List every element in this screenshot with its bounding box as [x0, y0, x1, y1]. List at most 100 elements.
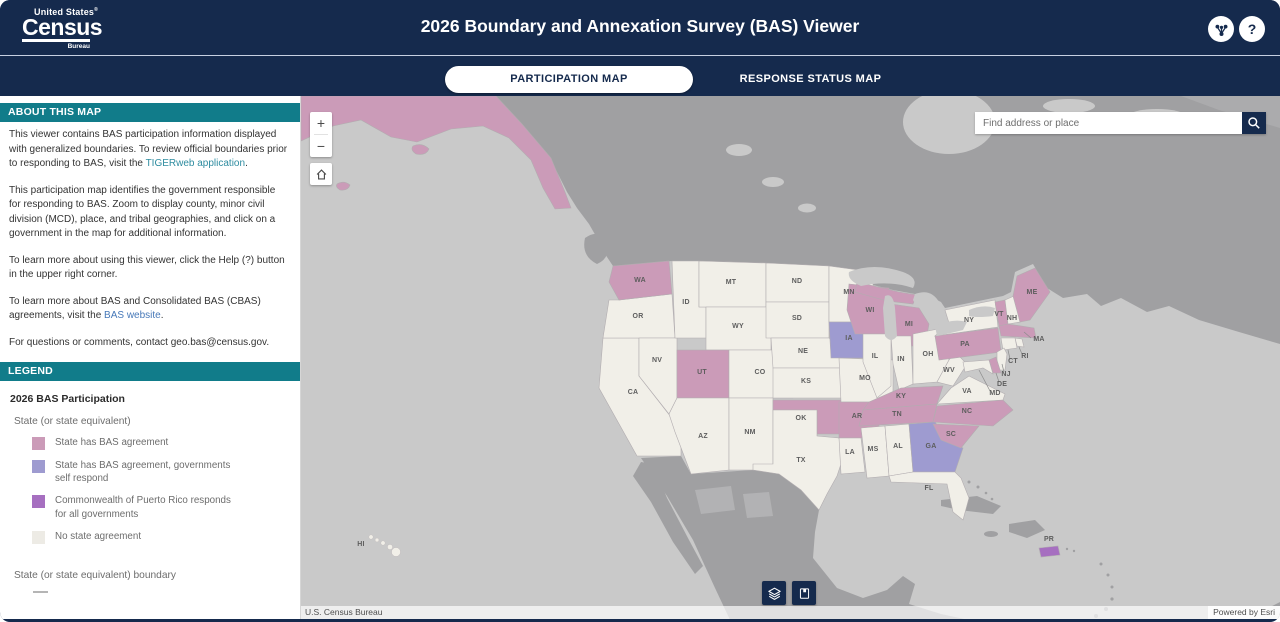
- tab-bar: PARTICIPATION MAP RESPONSE STATUS MAP: [0, 56, 1280, 96]
- state-label-TX: TX: [796, 457, 805, 464]
- state-AL[interactable]: [884, 423, 914, 477]
- zoom-in-button[interactable]: +: [316, 115, 326, 131]
- state-FL[interactable]: [888, 471, 970, 521]
- state-PR[interactable]: [1038, 545, 1061, 558]
- state-ME[interactable]: [1012, 267, 1051, 323]
- state-label-TN: TN: [892, 411, 902, 418]
- question-mark-icon: ?: [1247, 21, 1257, 37]
- state-HI[interactable]: [380, 540, 386, 546]
- state-AK[interactable]: [336, 181, 351, 191]
- logo-united-states: United States®: [34, 7, 99, 17]
- state-label-IA: IA: [845, 335, 852, 342]
- legend-item-label: State has BAS agreement: [55, 437, 169, 448]
- hispaniola: [1009, 520, 1045, 538]
- state-label-SC: SC: [946, 431, 956, 438]
- state-NC[interactable]: [932, 399, 1014, 427]
- state-LA[interactable]: [838, 437, 866, 475]
- state-TX[interactable]: [752, 409, 844, 511]
- about-paragraphs: This viewer contains BAS participation i…: [0, 122, 300, 350]
- layers-icon: [767, 587, 781, 600]
- legend-swatch: [32, 437, 45, 450]
- canada-landmass: [496, 96, 1280, 344]
- state-WV[interactable]: [936, 351, 968, 387]
- search-button[interactable]: [1242, 112, 1266, 134]
- save-icon: [799, 587, 809, 599]
- state-IN[interactable]: [890, 335, 914, 391]
- state-HI[interactable]: [368, 534, 374, 540]
- state-WA[interactable]: [608, 260, 673, 301]
- state-HI[interactable]: [391, 547, 401, 557]
- state-AK[interactable]: [301, 96, 572, 210]
- bas-website-link[interactable]: BAS website: [104, 310, 161, 321]
- sidebar: ABOUT THIS MAP This viewer contains BAS …: [0, 96, 301, 619]
- state-CT[interactable]: [1000, 337, 1018, 351]
- logo-rule: [22, 39, 90, 43]
- legend-swatch: [32, 530, 45, 544]
- state-label-WI: WI: [866, 307, 875, 314]
- legend-boundary-label: State (or state equivalent) boundary: [14, 569, 176, 581]
- about-text: This viewer contains BAS participation i…: [9, 129, 288, 169]
- help-button[interactable]: ?: [1239, 16, 1265, 42]
- state-VA[interactable]: [936, 375, 1006, 405]
- state-SC[interactable]: [932, 423, 980, 449]
- search-input[interactable]: [975, 112, 1242, 134]
- state-label-PR: PR: [1044, 536, 1054, 543]
- state-MI[interactable]: [854, 281, 918, 305]
- mexico-light-patch-2: [743, 492, 773, 518]
- state-label-MS: MS: [868, 446, 879, 453]
- state-label-MN: MN: [843, 289, 854, 296]
- state-label-OK: OK: [796, 415, 807, 422]
- state-MD[interactable]: [962, 359, 994, 375]
- state-labels-layer: CA OR WA NV ID MT WY UT CO AZ NM ND SD NE KS OK TX MN IA MO…: [357, 277, 1054, 548]
- legend-item: State has BAS agreement, governments sel…: [32, 459, 290, 485]
- label-leader-MA: [1023, 331, 1032, 339]
- about-paragraph: This viewer contains BAS participation i…: [9, 128, 288, 172]
- state-label-HI: HI: [357, 541, 364, 548]
- label-leader-RI: [1018, 346, 1023, 355]
- state-label-MT: MT: [726, 279, 737, 286]
- state-label-GA: GA: [926, 443, 937, 450]
- layer-list-button[interactable]: [762, 581, 786, 605]
- state-label-KS: KS: [801, 378, 811, 385]
- save-button[interactable]: [792, 581, 816, 605]
- state-label-WY: WY: [732, 323, 744, 330]
- attribution-census: U.S. Census Bureau: [305, 607, 383, 617]
- zoom-out-button[interactable]: −: [316, 138, 326, 154]
- legend-subtitle: State (or state equivalent): [14, 416, 131, 427]
- tigerweb-link[interactable]: TIGERweb application: [145, 158, 246, 169]
- state-label-CT: CT: [1008, 358, 1018, 365]
- legend-header: LEGEND: [0, 362, 300, 381]
- legend-item: Commonwealth of Puerto Rico responds for…: [32, 494, 290, 520]
- tab-participation-map[interactable]: PARTICIPATION MAP: [445, 66, 693, 93]
- attribution-esri[interactable]: Powered by Esri: [1208, 606, 1280, 619]
- logo-census: Census: [22, 14, 103, 40]
- state-KY[interactable]: [862, 385, 944, 411]
- zoom-separator: [314, 134, 328, 135]
- about-text: .: [245, 158, 248, 169]
- legend-body: 2026 BAS Participation State (or state e…: [0, 381, 300, 593]
- share-button[interactable]: [1208, 16, 1234, 42]
- home-button[interactable]: [310, 163, 332, 185]
- map-canvas[interactable]: CA OR WA NV ID MT WY UT CO AZ NM ND SD NE KS OK TX MN IA MO…: [301, 96, 1280, 619]
- lake-superior: [848, 267, 915, 288]
- state-label-VT: VT: [994, 311, 1004, 318]
- state-label-PA: PA: [960, 341, 970, 348]
- legend-swatch: [32, 495, 45, 509]
- state-label-IN: IN: [897, 356, 904, 363]
- header-divider: [0, 55, 1280, 56]
- hudson-bay: [903, 96, 995, 154]
- canada-lake-3: [798, 203, 816, 213]
- state-label-ME: ME: [1027, 289, 1038, 296]
- state-AK[interactable]: [411, 144, 430, 155]
- state-label-IL: IL: [872, 353, 879, 360]
- tab-response-status-map[interactable]: RESPONSE STATUS MAP: [739, 73, 882, 85]
- state-HI[interactable]: [374, 537, 380, 543]
- state-HI[interactable]: [387, 544, 393, 550]
- state-label-FL: FL: [925, 485, 934, 492]
- logo-bureau: Bureau: [67, 43, 90, 51]
- page-title: 2026 Boundary and Annexation Survey (BAS…: [420, 16, 860, 36]
- state-label-NV: NV: [652, 357, 662, 364]
- great-lakes: [848, 267, 995, 340]
- state-OR[interactable]: [602, 293, 676, 339]
